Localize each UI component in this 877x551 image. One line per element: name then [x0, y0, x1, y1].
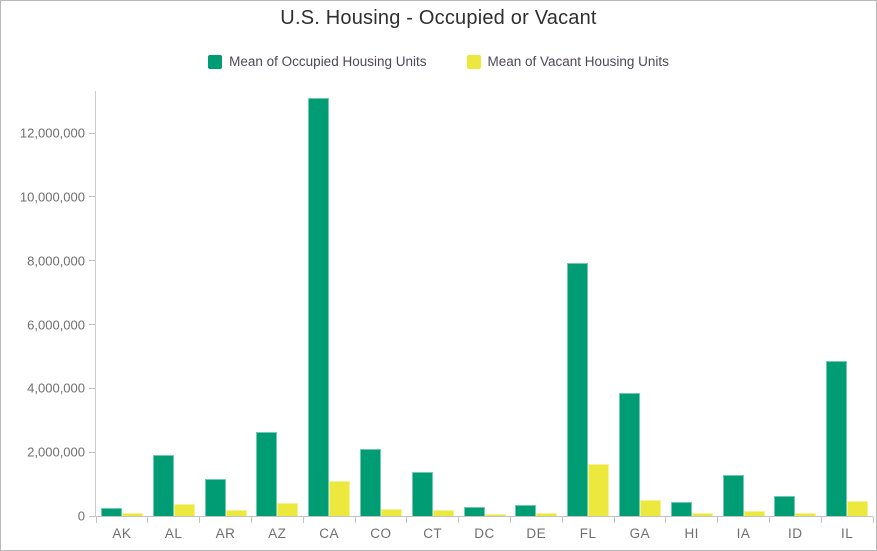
occupied-series-swatch-icon — [208, 54, 223, 69]
x-axis-label-DC: DC — [474, 526, 495, 541]
x-axis-label-IA: IA — [736, 526, 751, 541]
bar-vacant-CA[interactable] — [329, 481, 351, 516]
x-axis-label-AK: AK — [112, 526, 132, 541]
bar-occupied-AK[interactable] — [100, 508, 122, 516]
y-axis-line — [95, 91, 96, 516]
x-axis-label-AR: AR — [215, 526, 236, 541]
bar-vacant-DE[interactable] — [536, 513, 558, 516]
x-axis-tick — [665, 517, 667, 523]
vacant-series-swatch-icon — [466, 54, 481, 69]
x-axis-label-FL: FL — [579, 526, 597, 541]
y-axis-tick-label: 2,000,000 — [27, 444, 85, 460]
x-axis-tick — [302, 517, 304, 523]
x-axis-label-DE: DE — [526, 526, 547, 541]
y-axis-tick — [89, 260, 95, 262]
bar-occupied-FL[interactable] — [567, 263, 589, 516]
x-axis-tick — [872, 517, 874, 523]
bar-occupied-ID[interactable] — [774, 496, 796, 516]
bar-occupied-HI[interactable] — [670, 502, 692, 516]
bar-vacant-IA[interactable] — [743, 511, 765, 516]
x-axis-label-AL: AL — [164, 526, 183, 541]
y-axis-tick — [89, 387, 95, 389]
x-axis-label-CT: CT — [423, 526, 443, 541]
bar-vacant-IL[interactable] — [847, 501, 869, 516]
y-axis-tick — [89, 196, 95, 198]
x-axis-tick — [250, 517, 252, 523]
y-axis-tick-label: 4,000,000 — [27, 380, 85, 396]
x-axis-label-AZ: AZ — [268, 526, 287, 541]
y-axis-tick — [89, 451, 95, 453]
x-axis-tick — [717, 517, 719, 523]
x-axis-tick — [820, 517, 822, 523]
x-axis-label-ID: ID — [788, 526, 803, 541]
x-axis-line — [89, 516, 873, 517]
x-axis-tick — [406, 517, 408, 523]
bar-occupied-IA[interactable] — [722, 475, 744, 516]
x-axis-tick — [458, 517, 460, 523]
y-axis-tick — [89, 515, 95, 517]
chart-legend: Mean of Occupied Housing Units Mean of V… — [1, 54, 876, 69]
x-axis-tick — [199, 517, 201, 523]
bar-vacant-FL[interactable] — [588, 464, 610, 516]
x-axis-tick — [147, 517, 149, 523]
legend-label-vacant: Mean of Vacant Housing Units — [487, 54, 669, 69]
bar-occupied-DC[interactable] — [463, 507, 485, 516]
bar-vacant-AR[interactable] — [225, 510, 247, 516]
x-axis-label-IL: IL — [840, 526, 854, 541]
x-axis-tick — [768, 517, 770, 523]
x-axis-label-CA: CA — [319, 526, 339, 541]
x-axis-tick — [561, 517, 563, 523]
x-axis-tick — [613, 517, 615, 523]
bar-occupied-AR[interactable] — [204, 479, 226, 516]
bar-occupied-CT[interactable] — [411, 472, 433, 516]
x-axis-label-GA: GA — [629, 526, 651, 541]
x-axis-tick — [95, 517, 97, 523]
y-axis-tick-label: 6,000,000 — [27, 317, 85, 333]
legend-label-occupied: Mean of Occupied Housing Units — [229, 54, 427, 69]
x-axis-tick — [509, 517, 511, 523]
plot-area: 0 2,000,000 4,000,000 6,000,000 8,000,000 10,… — [20, 91, 874, 541]
bar-vacant-AL[interactable] — [173, 504, 195, 516]
bar-vacant-CT[interactable] — [432, 510, 454, 516]
bar-occupied-AZ[interactable] — [256, 432, 278, 516]
y-axis-tick — [89, 132, 95, 134]
bar-vacant-HI[interactable] — [691, 513, 713, 516]
bar-occupied-DE[interactable] — [515, 505, 537, 516]
bar-occupied-CA[interactable] — [308, 98, 330, 516]
bar-vacant-ID[interactable] — [795, 513, 817, 516]
x-axis-label-HI: HI — [684, 526, 699, 541]
y-axis-tick — [89, 324, 95, 326]
x-axis-label-CO: CO — [370, 526, 392, 541]
legend-item-vacant[interactable]: Mean of Vacant Housing Units — [466, 54, 669, 69]
bar-vacant-GA[interactable] — [639, 500, 661, 516]
bar-vacant-AZ[interactable] — [277, 503, 299, 516]
bar-occupied-IL[interactable] — [826, 361, 848, 516]
bar-occupied-CO[interactable] — [359, 449, 381, 516]
legend-item-occupied[interactable]: Mean of Occupied Housing Units — [208, 54, 427, 69]
y-axis-tick-label: 0 — [77, 508, 85, 524]
bar-vacant-AK[interactable] — [121, 513, 143, 516]
bar-vacant-DC[interactable] — [484, 514, 506, 516]
y-axis-tick-label: 10,000,000 — [19, 189, 85, 205]
bar-vacant-CO[interactable] — [380, 509, 402, 516]
bar-occupied-AL[interactable] — [152, 455, 174, 516]
chart-title: U.S. Housing - Occupied or Vacant — [280, 7, 597, 29]
y-axis-tick-label: 12,000,000 — [19, 125, 85, 141]
y-axis-tick-label: 8,000,000 — [27, 253, 85, 269]
bar-occupied-GA[interactable] — [618, 393, 640, 516]
x-axis-tick — [354, 517, 356, 523]
